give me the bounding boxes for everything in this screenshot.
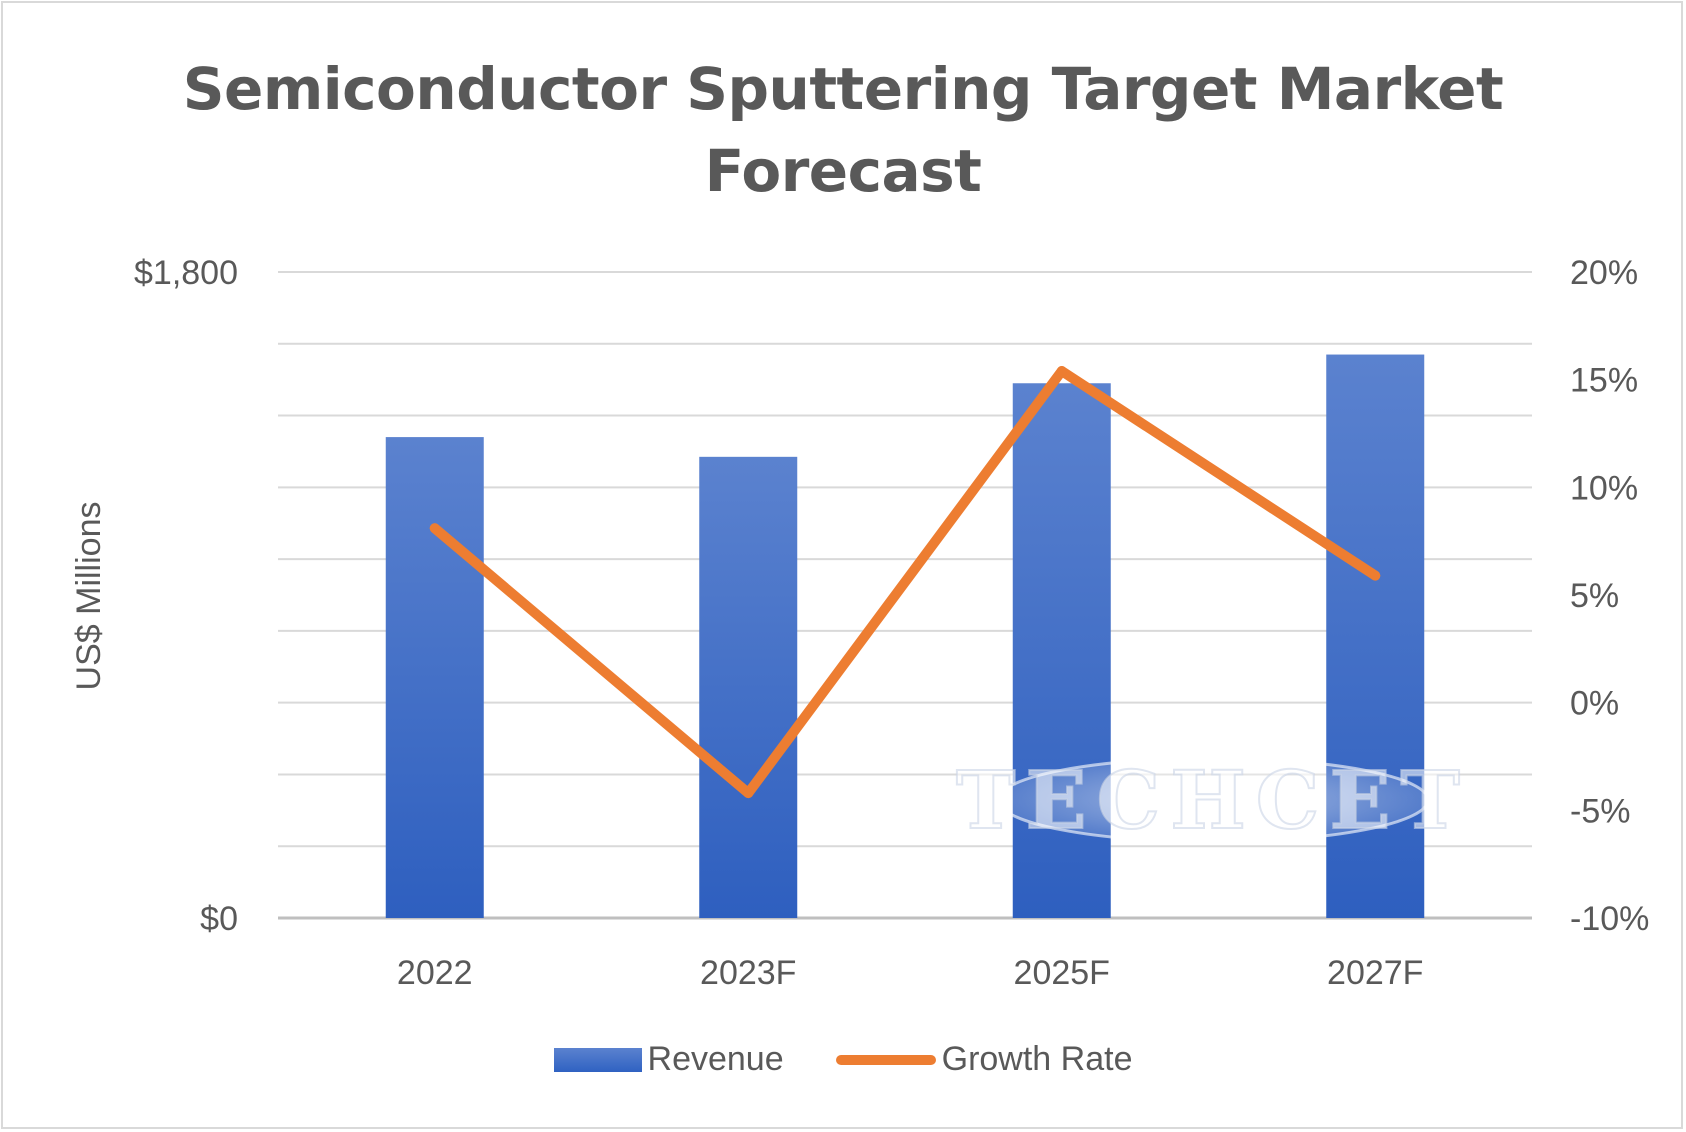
growth-rate-point-2022 (429, 523, 440, 534)
growth-rate-point-2027f (1370, 570, 1381, 581)
legend-item-growth-rate: Growth Rate (835, 1040, 1133, 1079)
right-tick-label: 0% (1570, 685, 1619, 723)
legend-item-revenue: Revenue (553, 1040, 784, 1079)
growth-rate-line (429, 366, 1381, 799)
right-tick-label: 5% (1570, 577, 1619, 615)
chart-title-line-1: Semiconductor Sputtering Target Market (182, 55, 1504, 123)
legend-label-growth-rate: Growth Rate (941, 1040, 1133, 1078)
category-label: 2023F (700, 954, 796, 992)
growth-rate-point-2025f (1056, 366, 1067, 377)
left-tick-label: $0 (200, 900, 238, 938)
legend: Revenue Growth Rate (0, 1040, 1686, 1079)
watermark: TECHCET (955, 752, 1470, 848)
right-tick-label: 20% (1570, 254, 1638, 292)
right-tick-label: 15% (1570, 362, 1638, 400)
right-tick-label: -5% (1570, 792, 1630, 830)
left-tick-label: $1,800 (134, 254, 238, 292)
legend-label-revenue: Revenue (647, 1040, 784, 1078)
bar-revenue-2022 (385, 437, 484, 918)
category-label: 2025F (1014, 954, 1110, 992)
watermark-text: TECHCET (956, 753, 1470, 847)
bar-revenue-2023f (699, 456, 798, 918)
watermark-oval (996, 756, 1430, 844)
category-label: 2022 (397, 954, 473, 992)
right-tick-label: -10% (1570, 900, 1649, 938)
growth-rate-polyline (429, 366, 1381, 799)
legend-swatch-growth-rate (835, 1054, 936, 1065)
growth-rate-point-2023f (743, 788, 754, 799)
axes: $0 $1,800 -10% -5% 0% 5% 10% 15% 20% 2022 2023F 202… (134, 254, 1649, 992)
legend-swatch-revenue (553, 1047, 642, 1072)
right-tick-label: 10% (1570, 469, 1638, 507)
y-axis-label: US$ Millions (70, 502, 108, 691)
chart-title-line-2: Forecast (704, 137, 982, 205)
chart-title: Semiconductor Sputtering Target Market F… (0, 48, 1686, 212)
category-label: 2027F (1327, 954, 1423, 992)
